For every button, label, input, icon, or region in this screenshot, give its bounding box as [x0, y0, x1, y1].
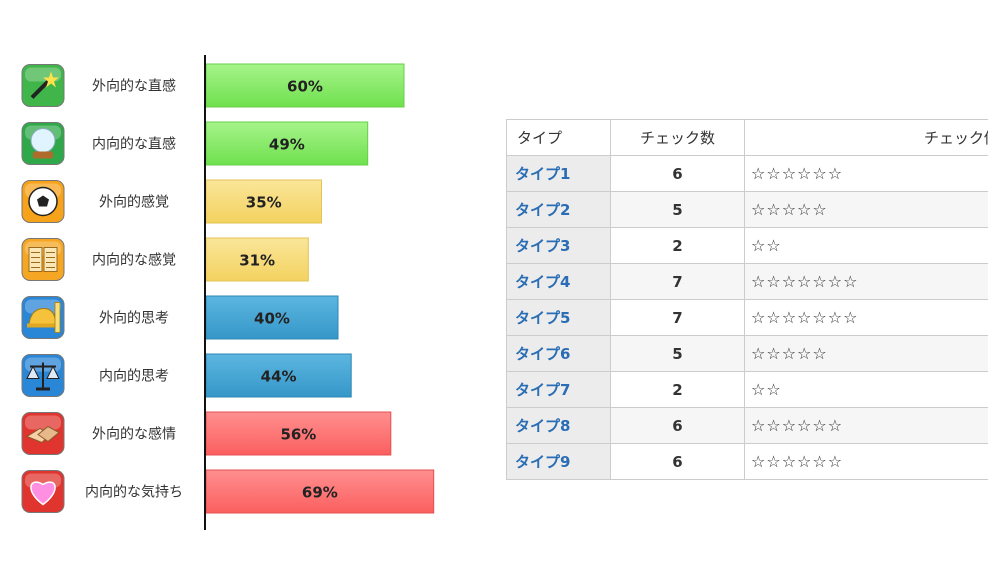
check-stars-cell: ☆☆☆☆☆☆☆ — [744, 299, 988, 336]
type-check-table-container: タイプ チェック数 チェック個数 タイプ16☆☆☆☆☆☆タイプ25☆☆☆☆☆タイ… — [506, 119, 988, 480]
table-row: タイプ3 2 ☆☆ — [506, 227, 988, 264]
scales-icon — [21, 354, 65, 397]
open-book-icon — [21, 238, 65, 281]
check-stars-cell: ☆☆☆☆☆☆ — [744, 443, 988, 480]
bar-value-label: 44% — [261, 368, 297, 386]
magic-wand-icon — [21, 64, 65, 107]
table-row: タイプ5 7 ☆☆☆☆☆☆☆ — [506, 299, 988, 336]
bar — [205, 295, 339, 340]
bar — [205, 121, 369, 166]
type-check-table: タイプ チェック数 チェック個数 タイプ16☆☆☆☆☆☆タイプ25☆☆☆☆☆タイ… — [506, 119, 988, 480]
bar-value-label: 49% — [269, 136, 305, 154]
check-stars-cell: ☆☆ — [744, 227, 988, 264]
category-label: 外向的思考 — [99, 311, 169, 327]
type-cell: タイプ8 — [506, 407, 611, 444]
bar-value-label: 69% — [302, 484, 338, 502]
category-label: 外向的な感情 — [92, 426, 176, 443]
category-label: 外向的感覚 — [99, 194, 169, 211]
percentage-bar-chart: 外向的な直感 60% 内向的な直感 49% 外向的感覚 35% 内向的な感覚 31% 外向的思考… — [21, 55, 435, 530]
check-count-cell: 7 — [610, 299, 745, 336]
type-cell: タイプ7 — [506, 371, 611, 408]
category-label: 内向的な感覚 — [92, 252, 176, 269]
soccer-ball-icon — [21, 180, 65, 223]
check-stars-cell: ☆☆☆☆☆☆ — [744, 407, 988, 444]
type-link[interactable]: タイプ5 — [515, 309, 571, 327]
category-label: 外向的な直感 — [92, 78, 176, 95]
type-cell: タイプ3 — [506, 227, 611, 264]
bar — [205, 237, 309, 282]
table-row: タイプ1 6 ☆☆☆☆☆☆ — [506, 155, 988, 192]
table-row: タイプ4 7 ☆☆☆☆☆☆☆ — [506, 263, 988, 300]
table-row: タイプ2 5 ☆☆☆☆☆ — [506, 191, 988, 228]
heart-icon — [21, 470, 65, 513]
check-stars-cell: ☆☆☆☆☆ — [744, 335, 988, 372]
table-row: タイプ9 6 ☆☆☆☆☆☆ — [506, 443, 988, 480]
bar-value-label: 31% — [239, 252, 275, 270]
type-cell: タイプ6 — [506, 335, 611, 372]
check-count-cell: 2 — [610, 371, 745, 408]
hard-hat-ruler-icon — [21, 296, 65, 339]
header-check-count: チェック数 — [610, 119, 745, 156]
bar-value-label: 60% — [287, 78, 323, 96]
header-check-stars: チェック個数 — [744, 119, 988, 156]
check-stars-cell: ☆☆☆☆☆ — [744, 191, 988, 228]
bar-value-label: 56% — [280, 426, 316, 444]
bar — [205, 179, 322, 224]
bar-value-label: 40% — [254, 310, 290, 328]
bar — [205, 353, 352, 398]
bar — [205, 411, 392, 456]
type-cell: タイプ5 — [506, 299, 611, 336]
check-count-cell: 6 — [610, 407, 745, 444]
type-cell: タイプ1 — [506, 155, 611, 192]
crystal-ball-icon — [21, 122, 65, 165]
table-header-row: タイプ チェック数 チェック個数 — [506, 119, 988, 156]
check-count-cell: 5 — [610, 335, 745, 372]
table-row: タイプ6 5 ☆☆☆☆☆ — [506, 335, 988, 372]
category-label: 内向的思考 — [99, 369, 169, 385]
type-link[interactable]: タイプ2 — [515, 201, 571, 219]
check-count-cell: 6 — [610, 155, 745, 192]
check-count-cell: 7 — [610, 263, 745, 300]
check-count-cell: 6 — [610, 443, 745, 480]
type-cell: タイプ9 — [506, 443, 611, 480]
type-cell: タイプ2 — [506, 191, 611, 228]
type-link[interactable]: タイプ1 — [515, 165, 571, 183]
type-cell: タイプ4 — [506, 263, 611, 300]
type-link[interactable]: タイプ8 — [515, 417, 571, 435]
header-type: タイプ — [506, 119, 611, 156]
table-row: タイプ7 2 ☆☆ — [506, 371, 988, 408]
handshake-icon — [21, 412, 65, 455]
type-link[interactable]: タイプ7 — [515, 381, 571, 399]
bar — [205, 469, 435, 514]
category-label: 内向的な直感 — [92, 136, 176, 153]
bar — [205, 63, 405, 108]
check-stars-cell: ☆☆ — [744, 371, 988, 408]
category-label: 内向的な気持ち — [85, 485, 183, 501]
type-link[interactable]: タイプ9 — [515, 453, 571, 471]
type-link[interactable]: タイプ6 — [515, 345, 571, 363]
check-stars-cell: ☆☆☆☆☆☆ — [744, 155, 988, 192]
check-stars-cell: ☆☆☆☆☆☆☆ — [744, 263, 988, 300]
check-count-cell: 2 — [610, 227, 745, 264]
bar-value-label: 35% — [246, 194, 282, 212]
check-count-cell: 5 — [610, 191, 745, 228]
table-row: タイプ8 6 ☆☆☆☆☆☆ — [506, 407, 988, 444]
type-link[interactable]: タイプ4 — [515, 273, 571, 291]
type-link[interactable]: タイプ3 — [515, 237, 571, 255]
